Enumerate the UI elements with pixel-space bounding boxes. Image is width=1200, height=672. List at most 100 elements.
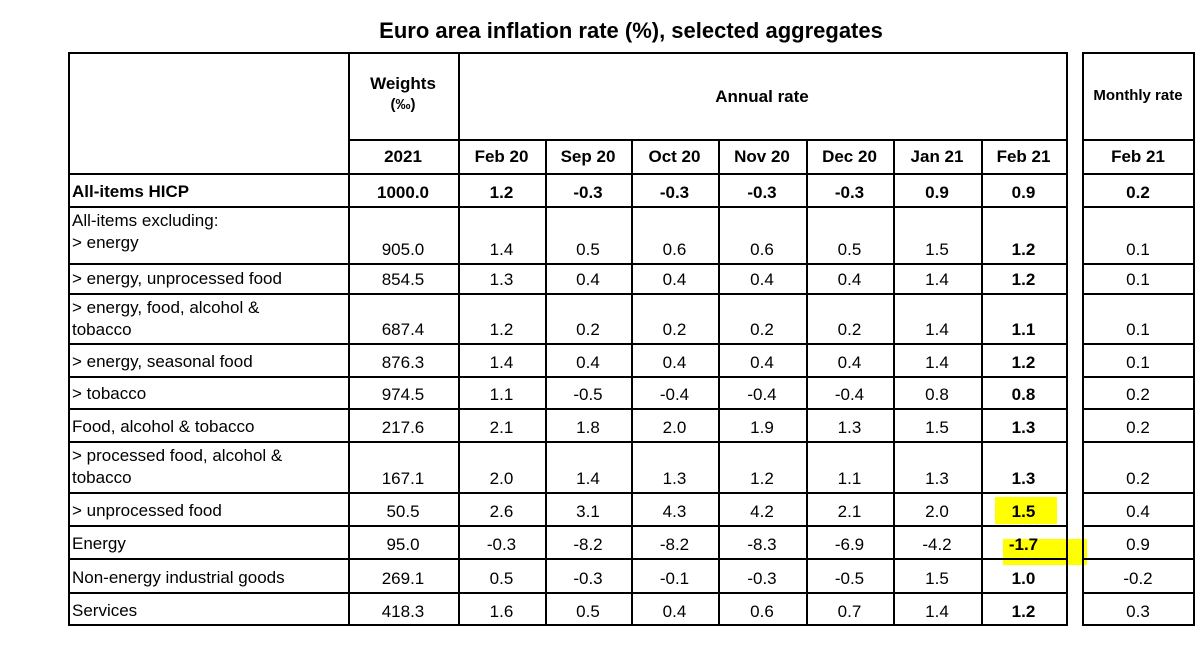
annual-rate-cell: 1.2: [750, 469, 774, 488]
grid-line: [68, 492, 1068, 494]
annual-rate-cell: 1.2: [489, 183, 514, 202]
grid-line: [1082, 592, 1195, 594]
annual-rate-cell: -6.9: [834, 535, 865, 554]
monthly-rate-cell: 0.1: [1126, 353, 1150, 372]
annual-rate-cell: 2.0: [925, 502, 949, 521]
monthly-rate-cell: 0.2: [1126, 469, 1150, 488]
annual-rate-cell: 0.6: [750, 602, 774, 621]
grid-line: [1082, 525, 1195, 527]
annual-rate-cell: 0.5: [576, 240, 600, 259]
annual-rate-cell: 1.1: [489, 385, 514, 404]
row-label: Energy: [72, 534, 126, 553]
annual-rate-cell: 0.5: [489, 569, 514, 588]
annual-rate-cell: -8.2: [659, 535, 690, 554]
annual-rate-cell: 0.2: [662, 320, 687, 339]
annual-rate-cell: 1.1: [837, 469, 862, 488]
annual-rate-cell: 1.4: [925, 320, 949, 339]
grid-line: [68, 408, 1068, 410]
row-label: Food, alcohol & tobacco: [72, 417, 255, 436]
monthly-rate-cell: 0.1: [1126, 270, 1150, 289]
grid-line: [1082, 206, 1195, 208]
annual-rate-cell: -0.5: [573, 385, 603, 404]
row-label: > energy, seasonal food: [72, 352, 253, 371]
annual-rate-cell: 0.2: [750, 320, 774, 339]
annual-rate-cell: 1.5: [925, 240, 949, 259]
month-header: Sep 20: [560, 147, 616, 166]
annual-rate-cell: 2.1: [489, 418, 514, 437]
weight-cell: 418.3: [381, 602, 425, 621]
annual-rate-cell: -0.3: [659, 183, 690, 202]
row-label: Non-energy industrial goods: [72, 568, 285, 587]
annual-rate-cell: 0.4: [662, 602, 687, 621]
annual-rate-cell: 4.3: [662, 502, 687, 521]
grid-line: [348, 139, 1068, 141]
month-header: Jan 21: [910, 147, 964, 166]
annual-rate-cell: 0.6: [662, 240, 687, 259]
grid-line: [1082, 343, 1195, 345]
row-label: > energy, unprocessed food: [72, 269, 282, 288]
annual-rate-cell: 0.4: [662, 270, 687, 289]
row-label: > energy, food, alcohol & tobacco: [72, 298, 260, 339]
annual-rate-cell: 1.5: [925, 418, 949, 437]
annual-rate-cell: 1.5: [1011, 502, 1036, 521]
annual-rate-cell: 1.2: [489, 320, 514, 339]
grid-line: [68, 206, 1068, 208]
grid-line: [1082, 52, 1195, 54]
grid-line: [1082, 376, 1195, 378]
weight-cell: 687.4: [381, 320, 425, 339]
annual-rate-cell: 0.2: [837, 320, 862, 339]
annual-rate-cell: 1.3: [662, 469, 687, 488]
annual-rate-cell: 1.1: [1011, 320, 1036, 339]
annual-rate-cell: -0.4: [834, 385, 865, 404]
annual-rate-cell: 0.4: [837, 270, 862, 289]
annual-rate-cell: 0.5: [576, 602, 600, 621]
weight-cell: 876.3: [381, 353, 425, 372]
monthly-rate-cell: 0.3: [1126, 602, 1150, 621]
annual-rate-cell: 1.4: [489, 353, 514, 372]
row-label: > processed food, alcohol & tobacco: [72, 446, 283, 487]
grid-line: [1082, 139, 1195, 141]
grid-line: [1082, 263, 1195, 265]
row-label: Services: [72, 601, 138, 620]
highlight-mark: [1003, 539, 1087, 565]
annual-rate-cell: -0.5: [834, 569, 865, 588]
annual-rate-cell: 1.5: [925, 569, 949, 588]
monthly-rate-cell: 0.2: [1126, 385, 1150, 404]
row-label: All-items excluding: > energy: [72, 211, 219, 252]
grid-line: [1082, 408, 1195, 410]
monthly-rate-cell: 0.9: [1126, 535, 1150, 554]
grid-line: [1082, 492, 1195, 494]
annual-rate-cell: 1.3: [925, 469, 949, 488]
annual-rate-cell: 1.3: [489, 270, 514, 289]
grid-line: [1082, 293, 1195, 295]
annual-rate-cell: 0.9: [925, 183, 949, 202]
annual-rate-cell: 2.1: [837, 502, 862, 521]
annual-rate-cell: 0.4: [750, 270, 774, 289]
annual-rate-cell: 1.3: [1011, 469, 1036, 488]
grid-line: [68, 293, 1068, 295]
annual-rate-cell: 1.4: [576, 469, 600, 488]
month-header: Oct 20: [648, 147, 701, 166]
annual-rate-cell: 2.6: [489, 502, 514, 521]
weight-cell: 974.5: [381, 385, 425, 404]
monthly-rate-cell: 0.2: [1126, 418, 1150, 437]
month-header: Nov 20: [734, 147, 790, 166]
grid-line: [68, 624, 1068, 626]
annual-rate-cell: 1.4: [489, 240, 514, 259]
annual-rate-cell: -0.3: [486, 535, 517, 554]
grid-line: [68, 592, 1068, 594]
grid-line: [1082, 624, 1195, 626]
monthly-rate-cell: 0.2: [1126, 183, 1150, 202]
weights-year-header: 2021: [384, 147, 422, 166]
monthly-rate-cell: 0.1: [1126, 320, 1150, 339]
annual-rate-cell: 0.6: [750, 240, 774, 259]
grid-line: [68, 173, 1068, 175]
annual-rate-cell: 1.4: [925, 602, 949, 621]
monthly-month-header: Feb 21: [1111, 147, 1165, 166]
grid-line: [68, 441, 1068, 443]
annual-rate-cell: -0.1: [659, 569, 690, 588]
annual-rate-cell: 1.4: [925, 353, 949, 372]
annual-rate-cell: 2.0: [489, 469, 514, 488]
annual-rate-cell: -0.3: [573, 183, 603, 202]
annual-rate-cell: 0.5: [837, 240, 862, 259]
